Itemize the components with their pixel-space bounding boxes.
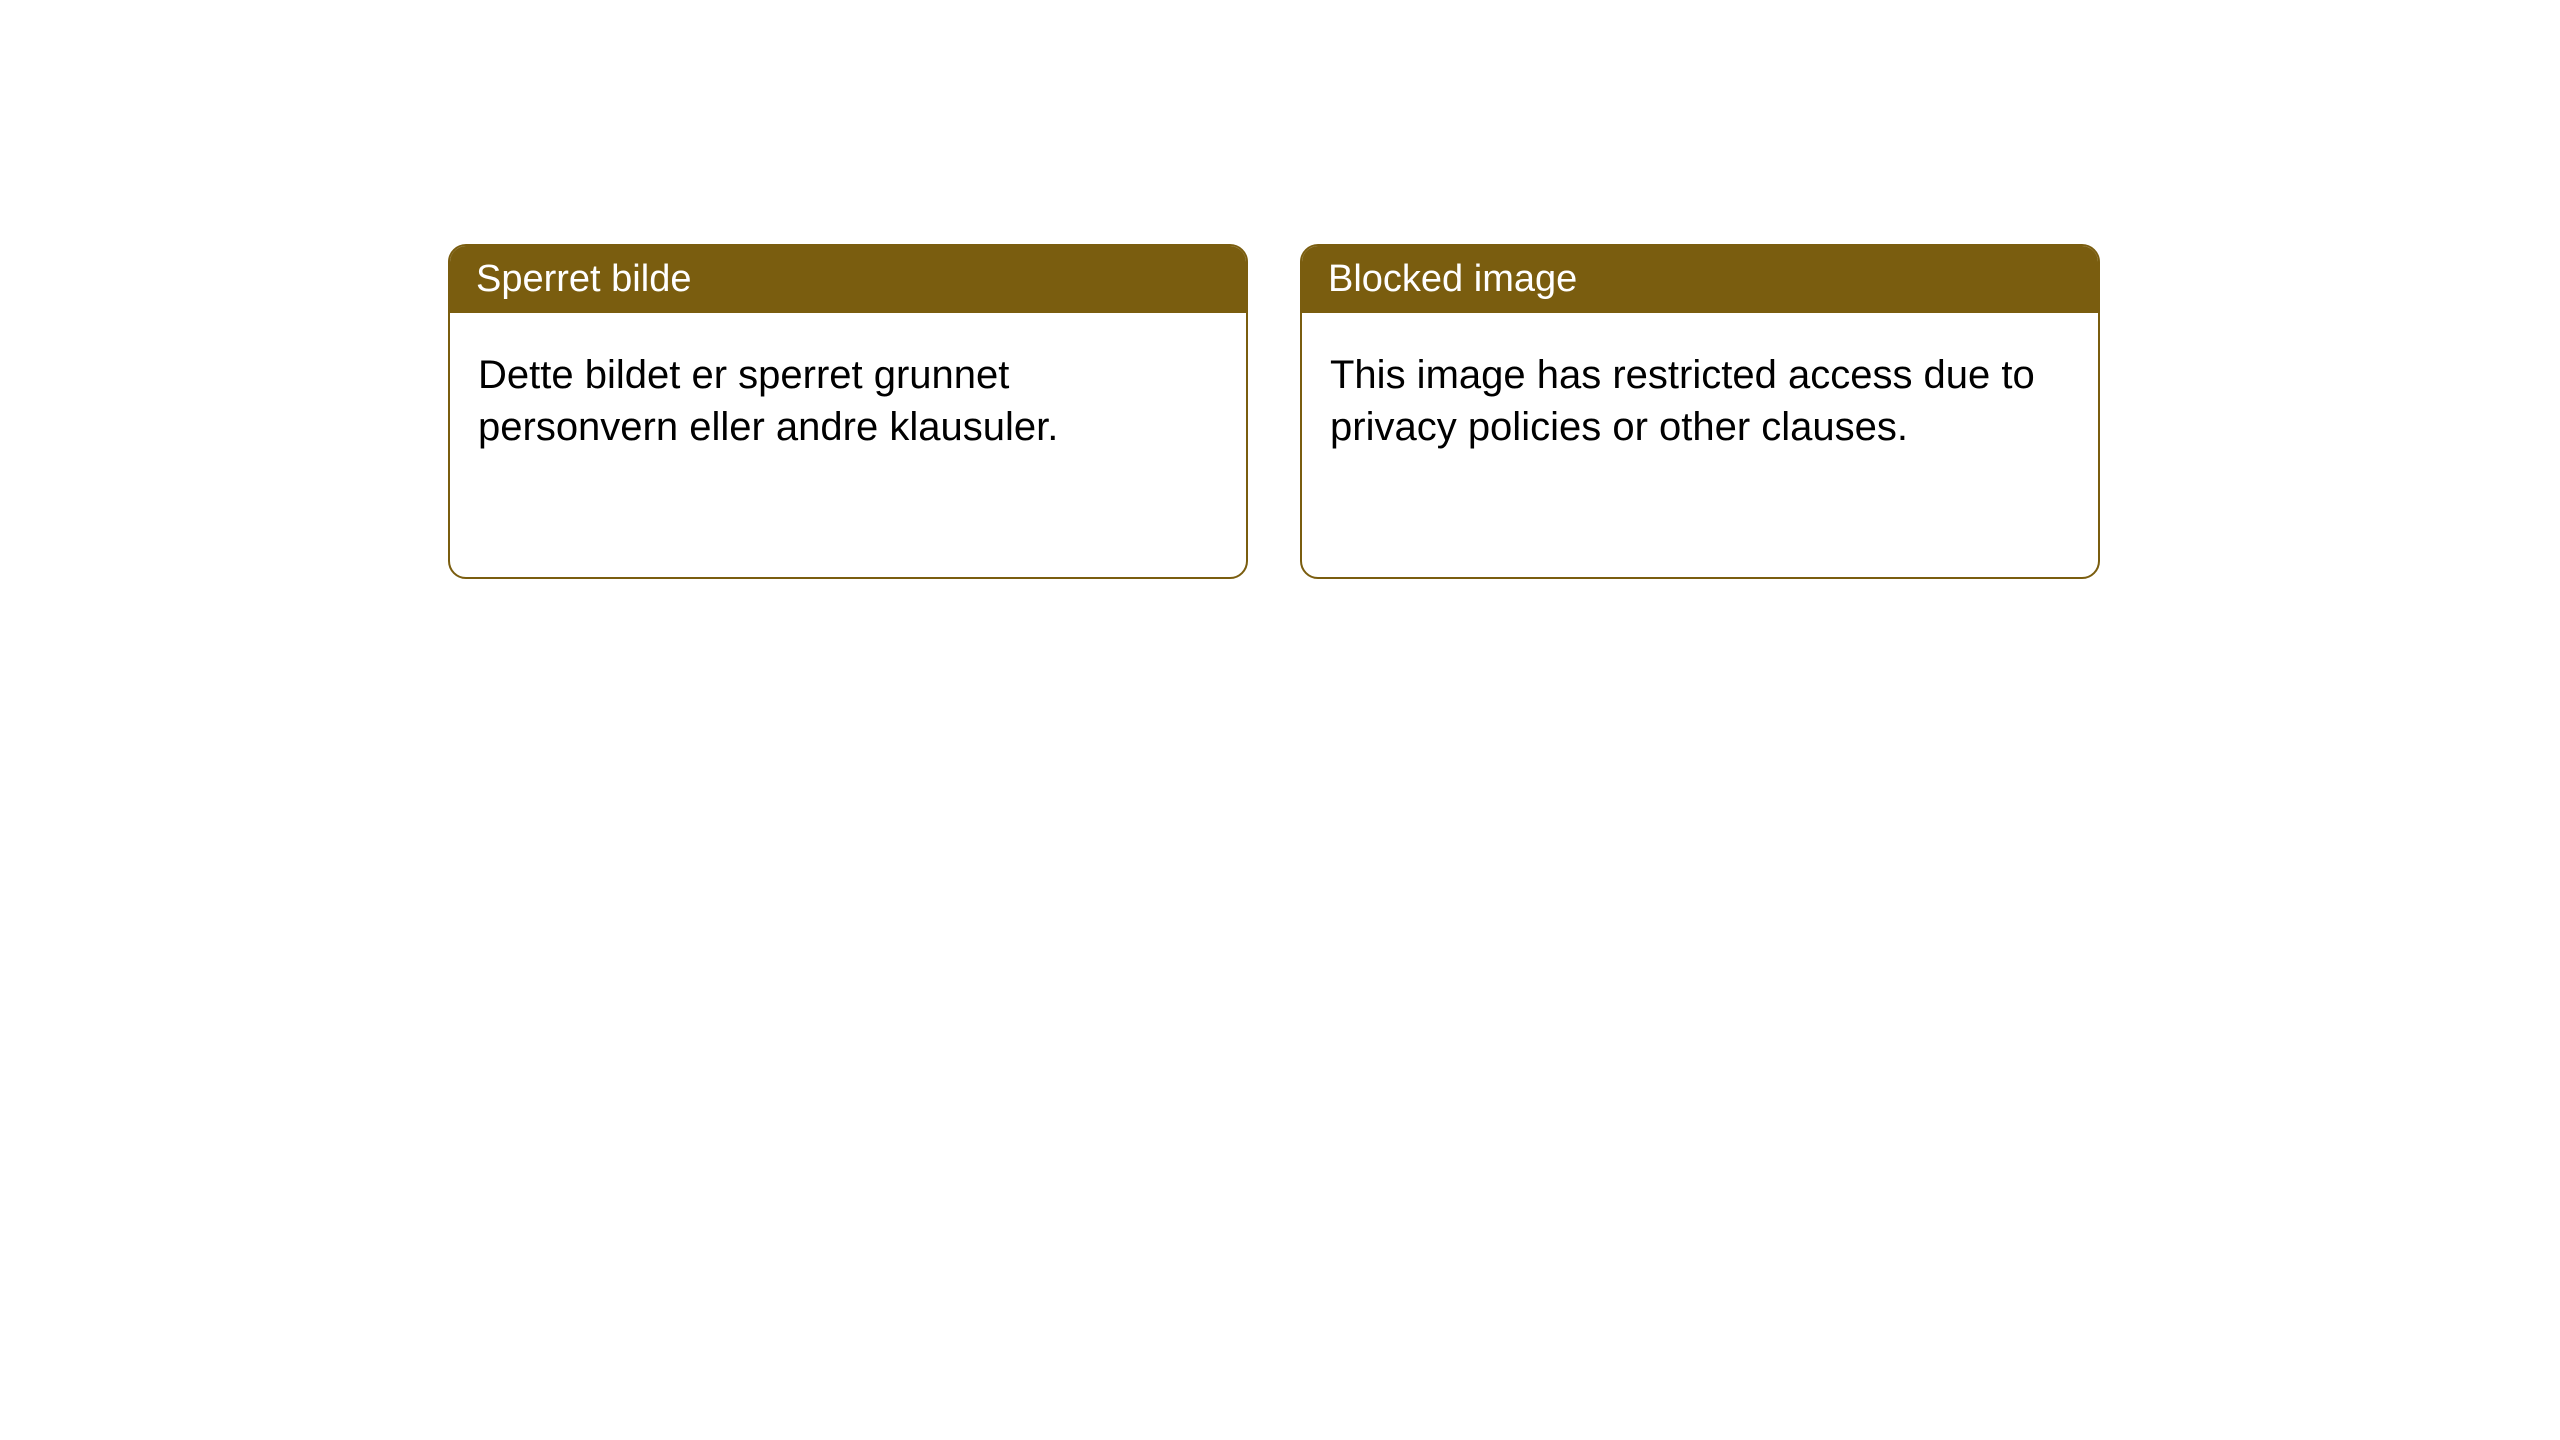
notice-container: Sperret bilde Dette bildet er sperret gr…	[0, 0, 2560, 579]
notice-header: Sperret bilde	[450, 246, 1246, 313]
notice-box-norwegian: Sperret bilde Dette bildet er sperret gr…	[448, 244, 1248, 579]
notice-box-english: Blocked image This image has restricted …	[1300, 244, 2100, 579]
notice-body: Dette bildet er sperret grunnet personve…	[450, 313, 1246, 489]
notice-header: Blocked image	[1302, 246, 2098, 313]
notice-body-text: This image has restricted access due to …	[1330, 353, 2035, 449]
notice-title: Blocked image	[1328, 258, 1577, 300]
notice-body-text: Dette bildet er sperret grunnet personve…	[478, 353, 1058, 449]
notice-title: Sperret bilde	[476, 258, 691, 300]
notice-body: This image has restricted access due to …	[1302, 313, 2098, 489]
